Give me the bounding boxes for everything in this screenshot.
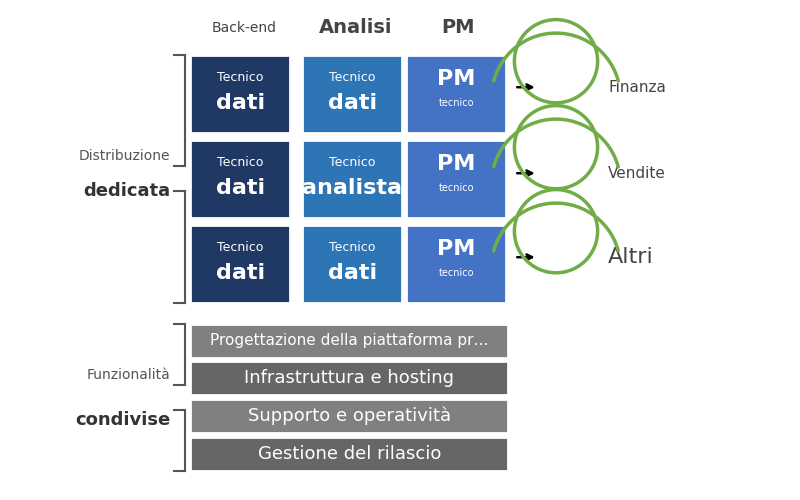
- Text: tecnico: tecnico: [438, 182, 474, 192]
- Text: Tecnico: Tecnico: [218, 242, 263, 254]
- Text: PM: PM: [438, 154, 475, 174]
- Text: tecnico: tecnico: [438, 268, 474, 278]
- Text: dedicata: dedicata: [83, 182, 170, 200]
- Text: Gestione del rilascio: Gestione del rilascio: [258, 445, 441, 463]
- FancyBboxPatch shape: [302, 55, 402, 132]
- Text: dati: dati: [328, 263, 377, 283]
- Text: Distribuzione: Distribuzione: [79, 149, 170, 163]
- Text: Progettazione della piattaforma pr…: Progettazione della piattaforma pr…: [210, 333, 489, 348]
- Text: PM: PM: [438, 239, 475, 259]
- Text: Altri: Altri: [608, 247, 654, 267]
- Text: Tecnico: Tecnico: [330, 242, 375, 254]
- FancyBboxPatch shape: [406, 140, 506, 218]
- Text: Tecnico: Tecnico: [218, 71, 263, 84]
- Text: Funzionalità: Funzionalità: [86, 368, 170, 382]
- Text: Supporto e operatività: Supporto e operatività: [248, 406, 450, 425]
- FancyBboxPatch shape: [190, 324, 508, 358]
- Text: dati: dati: [216, 93, 265, 113]
- Text: tecnico: tecnico: [438, 98, 474, 108]
- Text: Tecnico: Tecnico: [218, 156, 263, 169]
- Text: PM: PM: [441, 18, 474, 37]
- Text: Finanza: Finanza: [608, 80, 666, 94]
- Text: dati: dati: [216, 178, 265, 198]
- FancyBboxPatch shape: [302, 225, 402, 302]
- Text: dati: dati: [216, 263, 265, 283]
- FancyBboxPatch shape: [190, 437, 508, 471]
- Text: Tecnico: Tecnico: [330, 156, 375, 169]
- FancyBboxPatch shape: [190, 55, 290, 132]
- FancyBboxPatch shape: [406, 55, 506, 132]
- Text: Tecnico: Tecnico: [330, 71, 375, 84]
- Text: dati: dati: [328, 93, 377, 113]
- Text: Vendite: Vendite: [608, 166, 666, 180]
- FancyBboxPatch shape: [190, 140, 290, 218]
- Text: Back-end: Back-end: [211, 20, 277, 34]
- FancyBboxPatch shape: [190, 361, 508, 395]
- FancyBboxPatch shape: [190, 398, 508, 432]
- Text: Analisi: Analisi: [319, 18, 393, 37]
- FancyBboxPatch shape: [406, 225, 506, 302]
- FancyBboxPatch shape: [190, 225, 290, 302]
- Text: Infrastruttura e hosting: Infrastruttura e hosting: [244, 369, 454, 387]
- Text: condivise: condivise: [75, 411, 170, 429]
- Text: PM: PM: [438, 68, 475, 89]
- Text: analista: analista: [302, 178, 402, 198]
- FancyBboxPatch shape: [302, 140, 402, 218]
